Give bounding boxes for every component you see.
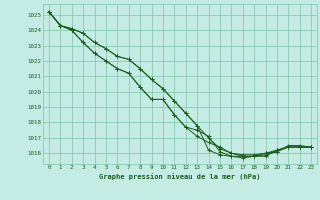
X-axis label: Graphe pression niveau de la mer (hPa): Graphe pression niveau de la mer (hPa): [99, 173, 261, 180]
